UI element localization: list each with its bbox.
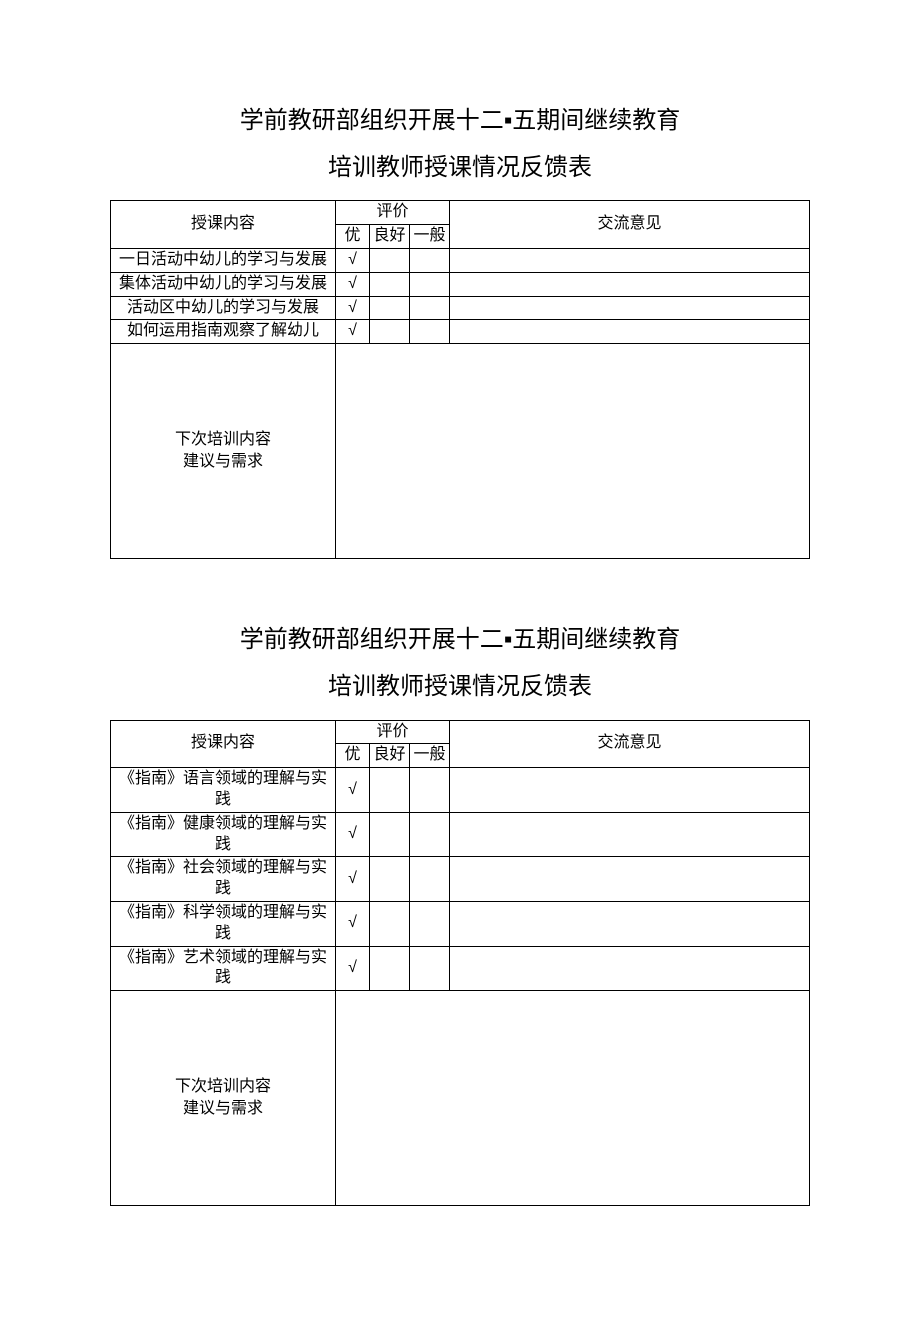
- row-rating-b: [370, 272, 410, 296]
- header-rating-group: 评价: [336, 201, 450, 225]
- row-content: 《指南》语言领域的理解与实践: [111, 768, 336, 813]
- row-content: 如何运用指南观察了解幼儿: [111, 320, 336, 344]
- row-rating-c: [410, 857, 450, 902]
- row-feedback: [450, 248, 810, 272]
- suggestion-label-line1: 下次培训内容: [113, 1076, 333, 1098]
- table-row: 《指南》健康领域的理解与实践√: [111, 812, 810, 857]
- header-rating-group: 评价: [336, 720, 450, 744]
- suggestion-row: 下次培训内容 建议与需求: [111, 991, 810, 1206]
- table-row: 一日活动中幼儿的学习与发展√: [111, 248, 810, 272]
- form-title-line2: 培训教师授课情况反馈表: [110, 666, 810, 709]
- suggestion-label: 下次培训内容 建议与需求: [111, 991, 336, 1206]
- row-feedback: [450, 812, 810, 857]
- table-row: 活动区中幼儿的学习与发展√: [111, 296, 810, 320]
- row-rating-a: √: [336, 857, 370, 902]
- table-header-row: 授课内容 评价 交流意见: [111, 720, 810, 744]
- table-header-row: 授课内容 评价 交流意见: [111, 201, 810, 225]
- table-row: 《指南》艺术领域的理解与实践√: [111, 946, 810, 991]
- header-rating-c: 一般: [410, 225, 450, 249]
- table-row: 如何运用指南观察了解幼儿√: [111, 320, 810, 344]
- row-rating-b: [370, 248, 410, 272]
- suggestion-input-area: [336, 344, 810, 559]
- row-rating-c: [410, 320, 450, 344]
- row-rating-b: [370, 857, 410, 902]
- row-rating-a: √: [336, 812, 370, 857]
- row-content: 集体活动中幼儿的学习与发展: [111, 272, 336, 296]
- table-row: 《指南》语言领域的理解与实践√: [111, 768, 810, 813]
- row-rating-a: √: [336, 248, 370, 272]
- suggestion-label: 下次培训内容 建议与需求: [111, 344, 336, 559]
- row-content: 《指南》社会领域的理解与实践: [111, 857, 336, 902]
- row-content: 《指南》科学领域的理解与实践: [111, 901, 336, 946]
- feedback-table-1: 授课内容 评价 交流意见 优 良好 一般 一日活动中幼儿的学习与发展√集体活动中…: [110, 200, 810, 559]
- row-rating-a: √: [336, 768, 370, 813]
- row-content: 活动区中幼儿的学习与发展: [111, 296, 336, 320]
- table-body: 一日活动中幼儿的学习与发展√集体活动中幼儿的学习与发展√活动区中幼儿的学习与发展…: [111, 248, 810, 343]
- row-rating-c: [410, 901, 450, 946]
- header-rating-a: 优: [336, 225, 370, 249]
- row-rating-c: [410, 272, 450, 296]
- header-feedback: 交流意见: [450, 720, 810, 768]
- table-row: 《指南》社会领域的理解与实践√: [111, 857, 810, 902]
- header-rating-b: 良好: [370, 225, 410, 249]
- table-row: 集体活动中幼儿的学习与发展√: [111, 272, 810, 296]
- header-content: 授课内容: [111, 720, 336, 768]
- row-content: 《指南》艺术领域的理解与实践: [111, 946, 336, 991]
- row-rating-a: √: [336, 946, 370, 991]
- row-feedback: [450, 901, 810, 946]
- row-rating-c: [410, 812, 450, 857]
- suggestion-label-line2: 建议与需求: [113, 1098, 333, 1120]
- feedback-table-2: 授课内容 评价 交流意见 优 良好 一般 《指南》语言领域的理解与实践√《指南》…: [110, 720, 810, 1207]
- header-rating-c: 一般: [410, 744, 450, 768]
- row-content: 《指南》健康领域的理解与实践: [111, 812, 336, 857]
- row-feedback: [450, 946, 810, 991]
- row-rating-b: [370, 296, 410, 320]
- suggestion-row: 下次培训内容 建议与需求: [111, 344, 810, 559]
- row-feedback: [450, 296, 810, 320]
- row-rating-b: [370, 946, 410, 991]
- header-rating-a: 优: [336, 744, 370, 768]
- row-rating-a: √: [336, 272, 370, 296]
- row-rating-a: √: [336, 320, 370, 344]
- row-rating-a: √: [336, 296, 370, 320]
- row-rating-b: [370, 768, 410, 813]
- row-rating-a: √: [336, 901, 370, 946]
- row-rating-b: [370, 812, 410, 857]
- table-body: 《指南》语言领域的理解与实践√《指南》健康领域的理解与实践√《指南》社会领域的理…: [111, 768, 810, 991]
- table-row: 《指南》科学领域的理解与实践√: [111, 901, 810, 946]
- header-feedback: 交流意见: [450, 201, 810, 249]
- row-feedback: [450, 768, 810, 813]
- row-content: 一日活动中幼儿的学习与发展: [111, 248, 336, 272]
- row-feedback: [450, 320, 810, 344]
- row-rating-b: [370, 320, 410, 344]
- form-title-line1: 学前教研部组织开展十二▪五期间继续教育: [110, 619, 810, 662]
- row-feedback: [450, 272, 810, 296]
- suggestion-input-area: [336, 991, 810, 1206]
- row-rating-c: [410, 946, 450, 991]
- row-rating-c: [410, 248, 450, 272]
- row-rating-c: [410, 296, 450, 320]
- row-rating-b: [370, 901, 410, 946]
- feedback-form-2: 学前教研部组织开展十二▪五期间继续教育 培训教师授课情况反馈表 授课内容 评价 …: [110, 619, 810, 1206]
- form-title-line1: 学前教研部组织开展十二▪五期间继续教育: [110, 100, 810, 143]
- row-rating-c: [410, 768, 450, 813]
- suggestion-label-line1: 下次培训内容: [113, 429, 333, 451]
- row-feedback: [450, 857, 810, 902]
- header-content: 授课内容: [111, 201, 336, 249]
- form-title-line2: 培训教师授课情况反馈表: [110, 147, 810, 190]
- suggestion-label-line2: 建议与需求: [113, 451, 333, 473]
- feedback-form-1: 学前教研部组织开展十二▪五期间继续教育 培训教师授课情况反馈表 授课内容 评价 …: [110, 100, 810, 559]
- header-rating-b: 良好: [370, 744, 410, 768]
